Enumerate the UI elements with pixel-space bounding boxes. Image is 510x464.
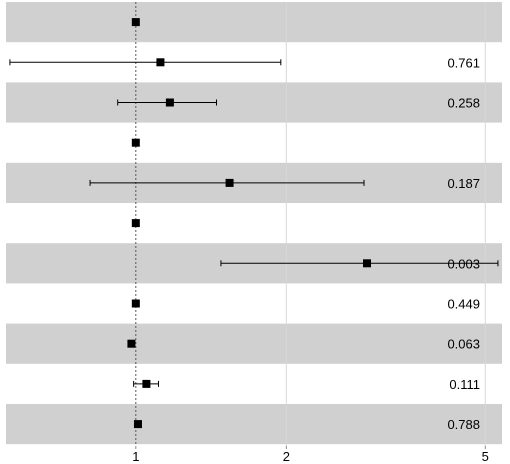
x-tick-label: 1 [132,449,139,464]
row-band [6,2,502,43]
p-value-label: 0.111 [449,377,480,392]
point-estimate [225,178,234,187]
row-bands [6,2,502,445]
p-value-label: 0.788 [447,417,480,432]
point-estimate [142,379,151,388]
point-estimate [363,259,372,268]
point-estimate [133,420,142,429]
x-tick-label: 2 [283,449,290,464]
point-estimates [127,18,372,429]
p-value-label: 0.449 [447,297,480,312]
point-estimate [131,18,140,27]
row-band [6,323,502,364]
point-estimate [131,219,140,228]
p-values: 0.761 0.258 0.187 0.003 0.449 0.063 0.111 0.788 [447,55,480,432]
p-value-label: 0.258 [447,96,480,111]
point-estimate [131,299,140,308]
p-value-label: 0.187 [447,176,480,191]
p-value-label: 0.761 [447,55,480,70]
point-estimate [127,339,136,348]
x-axis: 1 2 5 [132,446,489,464]
point-estimate [131,138,140,147]
row-band [6,82,502,123]
point-estimate [156,58,165,67]
x-tick-label: 5 [482,449,489,464]
p-value-label: 0.003 [447,256,480,271]
p-value-label: 0.063 [447,337,480,352]
row-band [6,404,502,445]
grid-lines [285,2,486,446]
point-estimate [165,98,174,107]
